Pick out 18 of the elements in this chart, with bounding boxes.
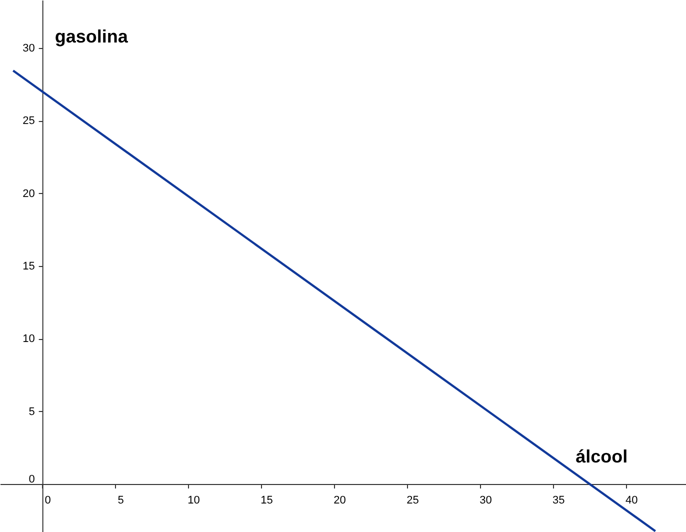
x-tick-label: 5	[118, 494, 124, 507]
y-tick-label: 0	[28, 474, 35, 486]
x-tick-label: 40	[626, 494, 638, 507]
x-tick-label: 35	[552, 494, 565, 507]
y-tick-label: 10	[22, 333, 35, 346]
y-tick-label: 15	[22, 260, 35, 272]
x-tick-label: 30	[480, 494, 492, 507]
y-tick-label: 25	[22, 115, 35, 128]
y-tick-label: 5	[28, 406, 35, 418]
x-axis-title: álcool	[576, 446, 628, 467]
y-axis-title: gasolina	[54, 26, 129, 46]
y-tick-label: 20	[22, 188, 35, 200]
x-tick-label: 0	[44, 494, 51, 507]
x-tick-label: 20	[334, 494, 346, 507]
y-tick-label: 30	[22, 42, 35, 54]
x-tick-label: 15	[260, 494, 273, 507]
x-tick-label: 10	[188, 494, 200, 507]
x-tick-label: 25	[406, 494, 419, 507]
